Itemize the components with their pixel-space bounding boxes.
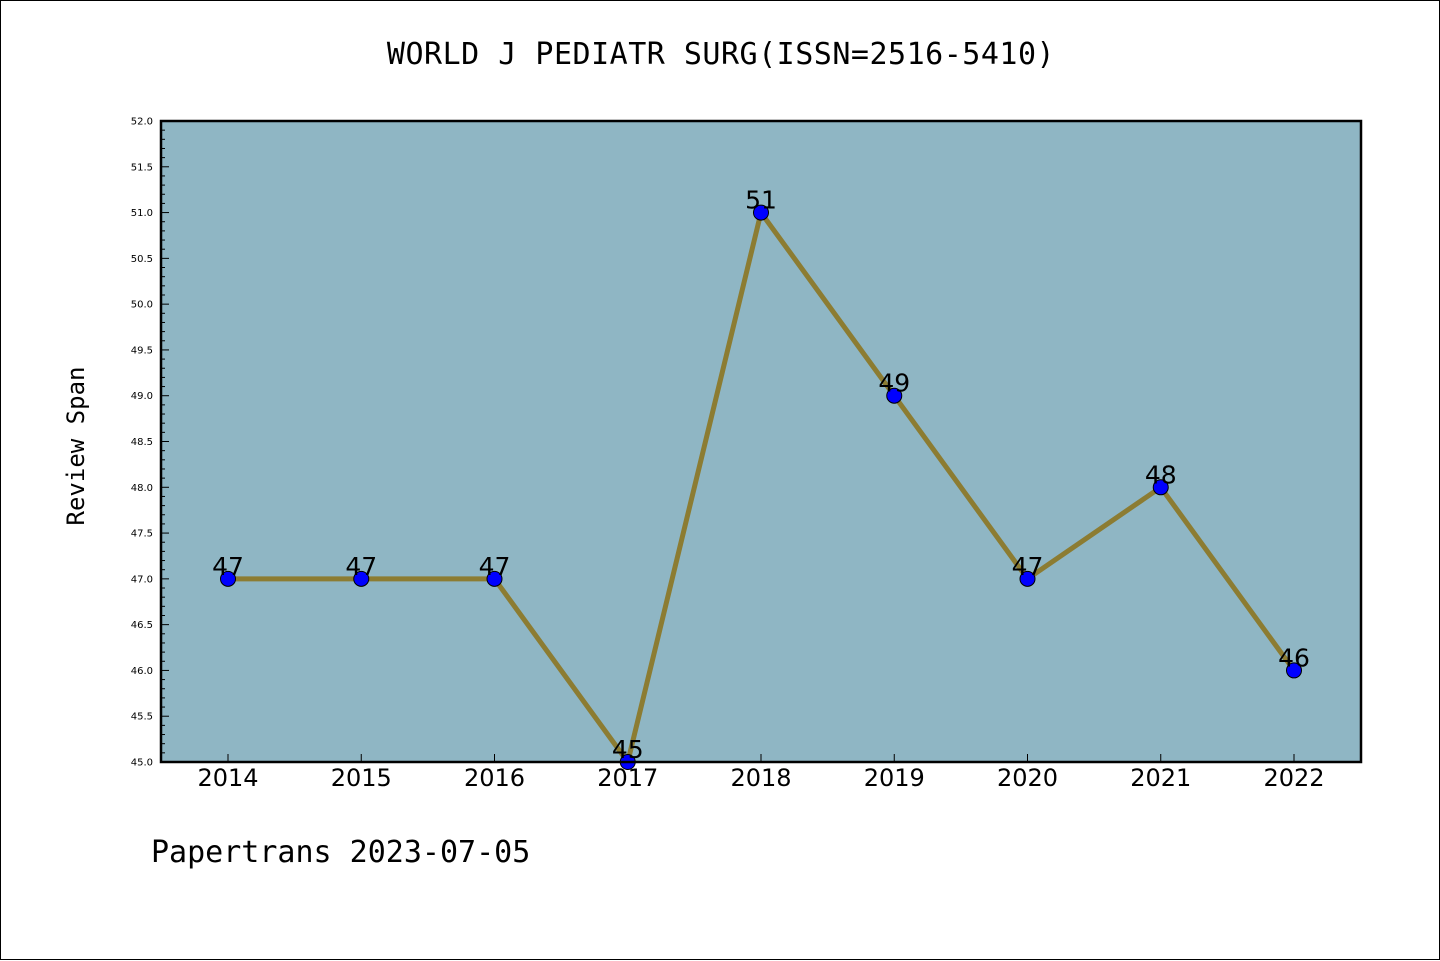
y-tick-label: 52.0	[131, 117, 153, 128]
data-label: 47	[212, 552, 244, 581]
y-tick-label: 48.5	[131, 437, 153, 448]
x-tick-label: 2014	[197, 764, 258, 792]
x-tick-label: 2019	[864, 764, 925, 792]
x-tick-label: 2021	[1130, 764, 1191, 792]
y-tick-label: 45.5	[131, 712, 153, 723]
data-point	[220, 570, 236, 587]
data-label: 45	[612, 735, 644, 764]
y-tick-label: 46.5	[131, 620, 153, 631]
data-label: 47	[479, 552, 511, 581]
y-tick-label: 49.5	[131, 345, 153, 356]
y-tick-label: 48.0	[131, 483, 153, 494]
y-tick-label: 51.5	[131, 162, 153, 173]
data-label: 47	[1012, 552, 1044, 581]
data-point	[353, 570, 370, 587]
data-point	[1286, 662, 1302, 679]
y-tick-label: 45.0	[131, 758, 153, 769]
x-tick-label: 2022	[1263, 764, 1324, 792]
data-label: 49	[878, 369, 910, 398]
plot-area-frame	[159, 119, 1363, 764]
data-label: 51	[745, 186, 777, 215]
x-tick-label: 2020	[997, 764, 1058, 792]
x-tick-label: 2015	[331, 764, 392, 792]
y-tick-label: 47.5	[131, 529, 153, 540]
plot-area-background	[161, 121, 1361, 762]
x-tick-label: 2016	[464, 764, 525, 792]
data-label: 47	[345, 552, 377, 581]
chart-title: WORLD J PEDIATR SURG(ISSN=2516-5410)	[386, 37, 1056, 72]
data-point	[486, 570, 503, 587]
data-label: 46	[1278, 643, 1310, 672]
x-tick-label: 2018	[730, 764, 791, 792]
data-point	[1152, 479, 1169, 496]
data-point	[1019, 570, 1036, 587]
y-tick-label: 50.5	[131, 254, 153, 265]
data-label: 48	[1145, 460, 1177, 489]
y-tick-label: 46.0	[131, 666, 153, 677]
y-tick-label: 49.0	[131, 391, 153, 402]
footer-watermark: Papertrans 2023-07-05	[151, 835, 531, 870]
y-tick-label: 51.0	[131, 208, 153, 219]
data-point	[886, 387, 903, 404]
y-tick-label: 47.0	[131, 574, 153, 585]
data-point	[753, 204, 769, 221]
y-tick-label: 50.0	[131, 300, 153, 311]
